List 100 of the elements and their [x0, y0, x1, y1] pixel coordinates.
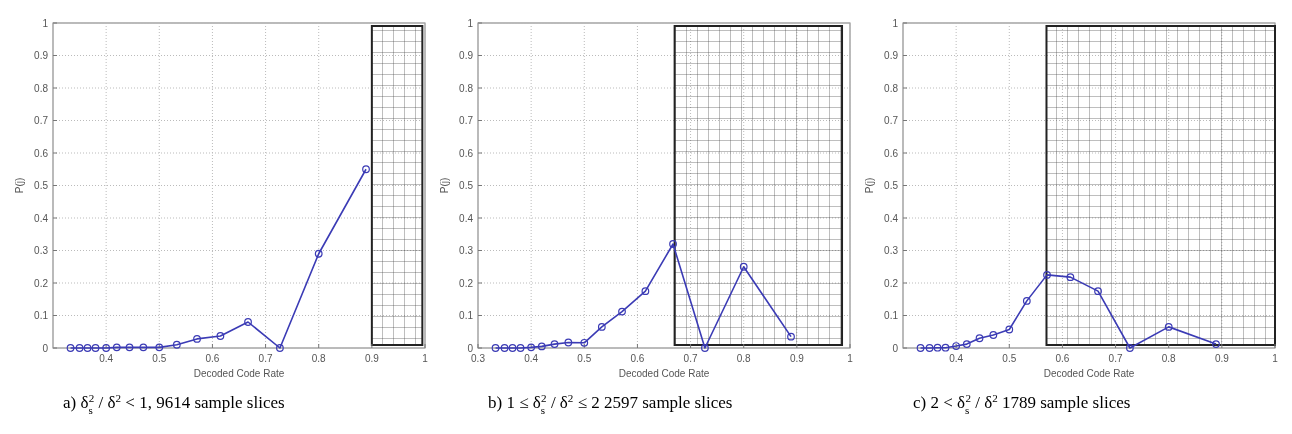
- y-tick-label: 0.5: [459, 180, 474, 191]
- x-axis-title: Decoded Code Rate: [193, 368, 285, 379]
- point: [701, 344, 709, 352]
- point: [1126, 344, 1134, 352]
- y-tick-label: 0.9: [34, 50, 49, 61]
- y-tick-label: 0.5: [884, 180, 899, 191]
- y-axis-title: P(j): [439, 177, 450, 194]
- x-tick-label: 1: [1272, 353, 1279, 364]
- point: [244, 318, 252, 326]
- x-tick-label: 0.5: [152, 353, 167, 364]
- point: [75, 344, 84, 352]
- point: [66, 344, 75, 352]
- point: [1022, 296, 1031, 305]
- y-tick-label: 1: [42, 17, 49, 29]
- point: [527, 343, 536, 352]
- x-tick-label: 1: [422, 353, 429, 364]
- y-axis-title: P(j): [14, 177, 25, 194]
- x-tick-label: 0.7: [683, 353, 698, 364]
- y-tick-label: 1: [467, 17, 474, 29]
- x-tick-label: 0.4: [949, 353, 964, 364]
- point: [102, 344, 111, 352]
- y-tick-label: 0.8: [459, 82, 474, 94]
- point: [83, 344, 92, 352]
- x-tick-label: 0.6: [205, 353, 220, 364]
- point: [787, 332, 795, 341]
- y-tick-label: 0.2: [459, 277, 474, 289]
- point: [362, 165, 370, 174]
- point: [989, 331, 998, 339]
- point: [91, 344, 100, 352]
- y-tick-label: 0.8: [884, 82, 899, 94]
- point: [669, 240, 677, 248]
- point: [580, 338, 589, 347]
- y-tick-label: 0.7: [884, 115, 899, 126]
- point: [952, 342, 961, 350]
- y-tick-label: 0.1: [459, 310, 474, 321]
- point: [125, 343, 134, 352]
- point: [172, 340, 181, 349]
- point: [1212, 340, 1220, 348]
- x-tick-label: 0.9: [364, 353, 380, 364]
- point: [1164, 322, 1173, 331]
- y-tick-label: 0.5: [34, 180, 49, 191]
- point: [962, 340, 971, 348]
- point: [564, 338, 573, 347]
- y-tick-label: 0.1: [884, 310, 899, 321]
- x-tick-label: 0.8: [736, 353, 752, 364]
- point: [618, 307, 626, 316]
- y-tick-label: 0.7: [459, 115, 474, 126]
- point: [516, 344, 525, 352]
- y-tick-label: 0.9: [459, 50, 474, 61]
- point: [193, 335, 201, 343]
- y-tick-label: 0.1: [34, 310, 49, 321]
- x-tick-label: 0.7: [258, 353, 273, 364]
- point: [597, 322, 606, 331]
- text: c) 2 < δ$_{s}$$^{2}$ / δ$^{2}$ 1789 sample slices: [913, 392, 1131, 416]
- x-tick-label: 1: [847, 353, 854, 364]
- point: [550, 340, 559, 348]
- point: [276, 344, 284, 352]
- point: [491, 344, 500, 352]
- point: [508, 344, 517, 352]
- point: [925, 344, 934, 352]
- y-tick-label: 1: [892, 17, 899, 29]
- y-tick-label: 0: [467, 342, 474, 354]
- x-tick-label: 0.4: [99, 353, 114, 364]
- point: [739, 262, 748, 271]
- point: [975, 334, 984, 343]
- x-tick-label: 0.5: [1002, 353, 1017, 364]
- x-tick-label: 0.8: [311, 353, 327, 364]
- y-tick-label: 0.4: [884, 212, 899, 224]
- point: [537, 342, 546, 351]
- point: [1066, 273, 1075, 282]
- x-tick-label: 0.6: [630, 353, 645, 364]
- y-tick-label: 0.2: [34, 277, 49, 289]
- point: [1094, 287, 1102, 296]
- point: [314, 249, 323, 258]
- point: [112, 343, 121, 352]
- y-tick-label: 0.6: [459, 147, 474, 159]
- x-tick-label: 0.7: [1108, 353, 1123, 364]
- x-tick-label: 0.9: [789, 353, 805, 364]
- point: [1005, 325, 1014, 334]
- y-tick-label: 0.3: [884, 245, 899, 256]
- point: [641, 287, 650, 296]
- point: [1043, 270, 1051, 279]
- point: [500, 344, 509, 352]
- x-axis-title: Decoded Code Rate: [1043, 368, 1135, 379]
- point: [216, 332, 225, 340]
- y-tick-label: 0.7: [34, 115, 49, 126]
- y-tick-label: 0.4: [34, 212, 49, 224]
- x-tick-label: 0.5: [577, 353, 592, 364]
- y-tick-label: 0.8: [34, 82, 49, 94]
- y-tick-label: 0: [892, 342, 899, 354]
- x-tick-label: 0.8: [1161, 353, 1177, 364]
- y-axis-title: P(j): [864, 177, 875, 194]
- y-tick-label: 0.2: [884, 277, 899, 289]
- y-tick-label: 0.4: [459, 212, 474, 224]
- x-axis-title: Decoded Code Rate: [618, 368, 710, 379]
- y-tick-label: 0: [42, 342, 49, 354]
- point: [941, 343, 950, 352]
- y-tick-label: 0.6: [884, 147, 899, 159]
- point: [916, 344, 925, 352]
- text: b) 1 ≤ δ$_{s}$$^{2}$ / δ$^{2}$ ≤ 2 2597 sample slices: [488, 392, 733, 416]
